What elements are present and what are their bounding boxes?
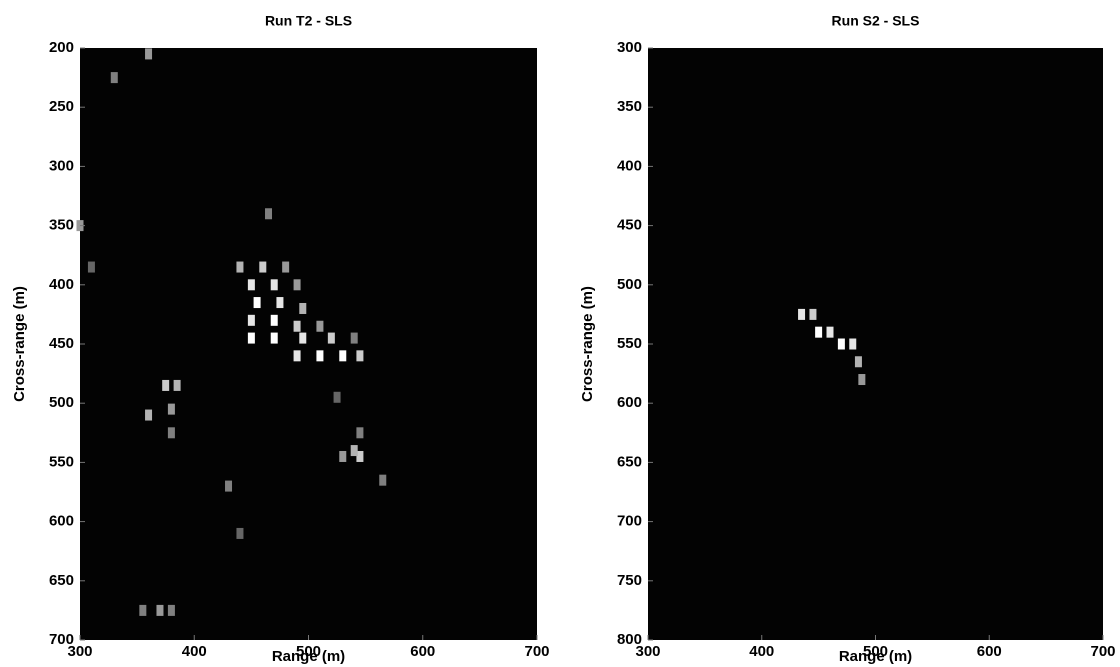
cell [282,261,290,273]
cell [316,320,324,332]
cell [247,332,255,344]
cell [826,326,834,338]
cell [849,338,857,350]
cell [139,604,147,616]
y-tick-label: 250 [49,98,74,115]
y-axis-label: Cross-range (m) [579,286,596,402]
y-tick-label: 350 [49,217,74,234]
cell [350,445,358,457]
cell [293,320,301,332]
cell [350,332,358,344]
cell [293,279,301,291]
y-tick-label: 400 [617,157,642,174]
cell [247,314,255,326]
y-tick-label: 300 [49,157,74,174]
cell [110,72,118,84]
x-tick-label: 600 [410,643,435,660]
y-tick-label: 450 [49,335,74,352]
y-tick-label: 400 [49,276,74,293]
y-tick-label: 550 [617,335,642,352]
cell [236,261,244,273]
x-tick-label: 300 [635,643,660,660]
x-tick-label: 600 [977,643,1002,660]
y-tick-label: 350 [617,98,642,115]
y-tick-label: 450 [617,217,642,234]
y-axis-label: Cross-range (m) [11,286,28,402]
cell [225,480,233,492]
chart-title: Run S2 - SLS [832,13,920,29]
cell [270,279,278,291]
cell [316,350,324,362]
cell [270,332,278,344]
cell [167,403,175,415]
y-tick-label: 500 [49,394,74,411]
x-axis-label: Range (m) [839,648,912,665]
plot-area [80,48,537,640]
cell [276,297,284,309]
cell [299,332,307,344]
cell [259,261,267,273]
cell [815,326,823,338]
cell [87,261,95,273]
x-tick-label: 500 [863,643,888,660]
cell [339,350,347,362]
cell [167,427,175,439]
y-tick-label: 550 [49,453,74,470]
cell [854,356,862,368]
y-tick-label: 650 [617,453,642,470]
plot-area [648,48,1103,640]
y-tick-label: 300 [617,39,642,56]
cell [809,308,817,320]
y-tick-label: 200 [49,39,74,56]
y-tick-label: 600 [49,513,74,530]
cell [356,350,364,362]
cell [327,332,335,344]
cell [299,302,307,314]
y-tick-label: 750 [617,572,642,589]
y-tick-label: 600 [617,394,642,411]
y-tick-label: 700 [49,631,74,648]
cell [858,374,866,386]
x-tick-label: 400 [749,643,774,660]
cell [837,338,845,350]
cell [145,409,153,421]
x-tick-label: 700 [1090,643,1115,660]
cell [798,308,806,320]
cell [379,474,387,486]
cell [356,427,364,439]
cell [173,379,181,391]
cell [167,604,175,616]
x-tick-label: 400 [182,643,207,660]
x-axis-label: Range (m) [272,648,345,665]
cell [236,527,244,539]
cell [356,450,364,462]
cell [145,48,153,60]
y-tick-label: 650 [49,572,74,589]
cell [270,314,278,326]
y-tick-label: 500 [617,276,642,293]
cell [247,279,255,291]
chart-title: Run T2 - SLS [265,13,352,29]
x-tick-label: 700 [524,643,549,660]
y-tick-label: 800 [617,631,642,648]
cell [339,450,347,462]
cell [333,391,341,403]
x-tick-label: 300 [67,643,92,660]
cell [253,297,261,309]
x-tick-label: 500 [296,643,321,660]
y-tick-label: 700 [617,513,642,530]
cell [162,379,170,391]
cell [156,604,164,616]
cell [293,350,301,362]
cell [265,208,273,220]
